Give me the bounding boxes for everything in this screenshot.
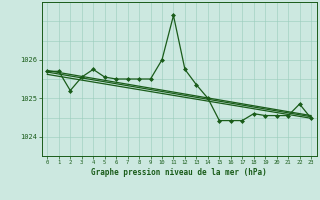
X-axis label: Graphe pression niveau de la mer (hPa): Graphe pression niveau de la mer (hPa) <box>91 168 267 177</box>
